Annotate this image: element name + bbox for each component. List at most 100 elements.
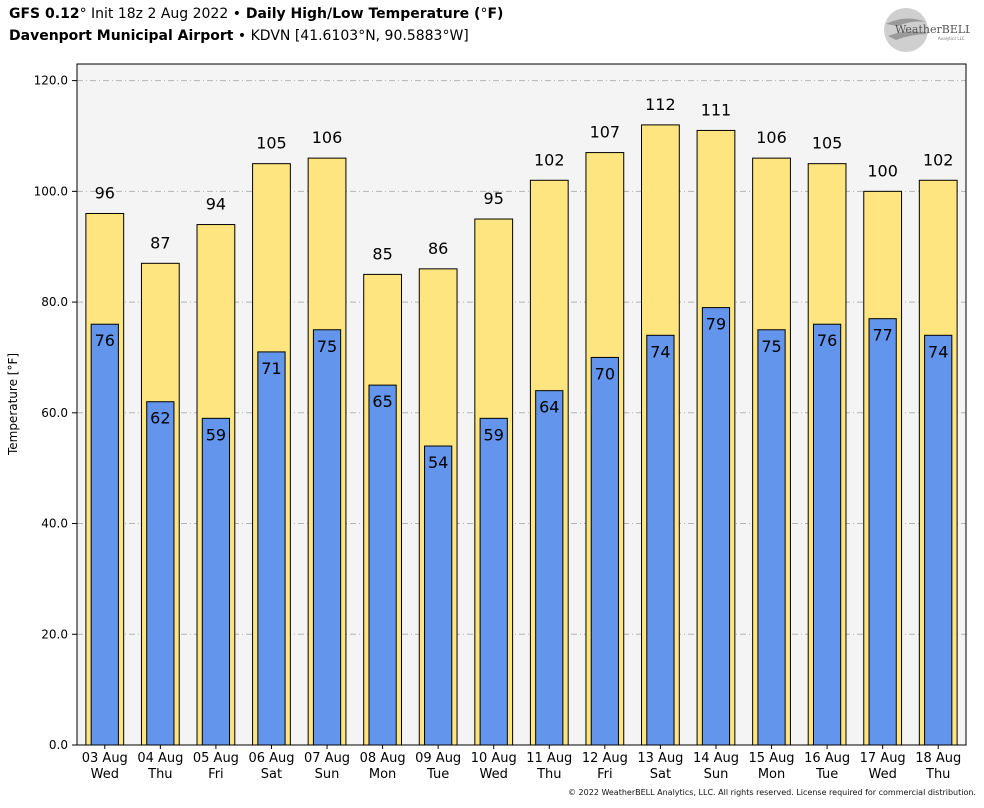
low-temp-label: 74 bbox=[928, 342, 948, 361]
x-tick-weekday: Thu bbox=[536, 767, 561, 782]
logo-wordmark: WeatherBELL bbox=[895, 23, 970, 36]
high-temp-label: 102 bbox=[534, 150, 565, 169]
low-temp-bar bbox=[257, 351, 286, 746]
x-tick-date: 11 Aug bbox=[526, 751, 572, 766]
x-tick-date: 04 Aug bbox=[137, 751, 183, 766]
high-temp-label: 105 bbox=[256, 134, 287, 153]
high-temp-label: 87 bbox=[150, 233, 170, 252]
high-temp-label: 95 bbox=[484, 189, 504, 208]
low-temp-label: 76 bbox=[95, 331, 115, 350]
low-temp-bar bbox=[368, 384, 397, 746]
low-temp-label: 71 bbox=[261, 359, 281, 378]
x-tick-weekday: Thu bbox=[147, 767, 172, 782]
high-temp-label: 106 bbox=[756, 128, 787, 147]
low-temp-label: 77 bbox=[872, 326, 892, 345]
low-temp-bar bbox=[312, 329, 342, 746]
high-temp-label: 111 bbox=[701, 100, 732, 119]
init-time: Init 18z 2 Aug 2022 bbox=[86, 6, 233, 22]
x-tick-date: 18 Aug bbox=[915, 751, 961, 766]
x-tick-weekday: Tue bbox=[426, 767, 449, 782]
x-tick-date: 07 Aug bbox=[304, 751, 350, 766]
x-tick-date: 13 Aug bbox=[637, 751, 683, 766]
product-unit-degree: ° bbox=[480, 6, 488, 22]
low-temp-bar bbox=[146, 401, 175, 746]
lon-degree: ° bbox=[442, 28, 450, 44]
logo-subtext: Analytics LLC bbox=[938, 36, 965, 41]
x-tick-weekday: Mon bbox=[369, 767, 396, 782]
high-temp-label: 100 bbox=[867, 161, 898, 180]
x-tick-date: 17 Aug bbox=[860, 751, 906, 766]
x-tick-date: 06 Aug bbox=[248, 751, 294, 766]
y-tick-label: 20.0 bbox=[41, 627, 68, 641]
low-temp-bar bbox=[924, 334, 953, 746]
low-temp-bar bbox=[812, 323, 842, 746]
x-tick-weekday: Tue bbox=[815, 767, 838, 782]
station-name: Davenport Municipal Airport bbox=[9, 28, 234, 44]
chart-title-line1: GFS 0.12° Init 18z 2 Aug 2022 • Daily Hi… bbox=[9, 5, 503, 23]
low-temp-bar bbox=[201, 417, 231, 746]
low-temp-label: 76 bbox=[817, 331, 837, 350]
logo-swirl-2 bbox=[888, 31, 928, 40]
x-tick-weekday: Sat bbox=[650, 767, 671, 782]
x-tick-weekday: Wed bbox=[480, 767, 508, 782]
low-temp-bar bbox=[479, 417, 508, 746]
low-temp-bar bbox=[646, 334, 675, 746]
logo-swirl-1 bbox=[886, 18, 926, 26]
high-temp-label: 96 bbox=[95, 183, 115, 202]
lat-hemisphere: N, 90.5883 bbox=[365, 28, 443, 44]
lat-degree: ° bbox=[358, 28, 366, 44]
low-temp-label: 62 bbox=[150, 409, 170, 428]
low-temp-label: 59 bbox=[484, 425, 504, 444]
low-temp-bar bbox=[868, 318, 897, 746]
low-temp-label: 75 bbox=[317, 337, 337, 356]
y-tick-label: 60.0 bbox=[41, 406, 68, 420]
bars: 96 76 87 62 94 59 105 71 106 75 85 65 86 54 95 59 102 64 1… bbox=[85, 95, 958, 746]
low-temp-label: 70 bbox=[595, 364, 615, 383]
chart-title-line2: Davenport Municipal Airport • KDVN [41.6… bbox=[9, 27, 469, 45]
y-tick-label: 100.0 bbox=[34, 184, 68, 198]
x-tick-date: 12 Aug bbox=[582, 751, 628, 766]
model-name: GFS 0.12 bbox=[9, 6, 80, 22]
x-tick-weekday: Thu bbox=[925, 767, 950, 782]
station-id: • KDVN [41.6103 bbox=[233, 28, 359, 44]
x-tick-weekday: Wed bbox=[91, 767, 119, 782]
y-tick-label: 40.0 bbox=[41, 517, 68, 531]
logo-disc bbox=[884, 8, 928, 52]
low-temp-bar bbox=[757, 329, 786, 746]
high-temp-label: 85 bbox=[372, 244, 392, 263]
x-tick-weekday: Fri bbox=[597, 767, 613, 782]
x-tick-date: 09 Aug bbox=[415, 751, 461, 766]
high-temp-label: 105 bbox=[812, 134, 843, 153]
x-tick-weekday: Wed bbox=[868, 767, 896, 782]
x-tick-weekday: Sun bbox=[704, 767, 729, 782]
x-tick-weekday: Sat bbox=[261, 767, 282, 782]
y-axis-ticks: 0.0 20.0 40.0 60.0 80.0 100.0 120.0 bbox=[34, 74, 77, 752]
x-tick-date: 08 Aug bbox=[360, 751, 406, 766]
high-temp-label: 102 bbox=[923, 150, 954, 169]
x-tick-date: 10 Aug bbox=[471, 751, 517, 766]
x-tick-weekday: Sun bbox=[315, 767, 340, 782]
y-tick-label: 80.0 bbox=[41, 295, 68, 309]
low-temp-label: 59 bbox=[206, 425, 226, 444]
x-tick-date: 14 Aug bbox=[693, 751, 739, 766]
low-temp-label: 64 bbox=[539, 398, 559, 417]
plot-frame bbox=[76, 63, 967, 746]
copyright-notice: © 2022 WeatherBELL Analytics, LLC. All r… bbox=[568, 788, 976, 797]
low-temp-bar bbox=[90, 323, 119, 746]
low-temp-bar bbox=[535, 390, 564, 746]
x-tick-date: 16 Aug bbox=[804, 751, 850, 766]
y-tick-label: 0.0 bbox=[49, 738, 68, 752]
low-temp-label: 75 bbox=[761, 337, 781, 356]
product-name: Daily High/Low Temperature ( bbox=[240, 6, 481, 22]
y-axis-label: Temperature [°F] bbox=[6, 353, 20, 456]
x-tick-date: 15 Aug bbox=[749, 751, 795, 766]
high-temp-label: 94 bbox=[206, 195, 226, 214]
low-temp-label: 74 bbox=[650, 342, 670, 361]
lon-hemisphere: W] bbox=[449, 28, 469, 44]
high-temp-label: 112 bbox=[645, 95, 676, 114]
low-temp-bar bbox=[590, 356, 619, 746]
high-temp-label: 107 bbox=[590, 123, 621, 142]
high-temp-label: 86 bbox=[428, 239, 448, 258]
